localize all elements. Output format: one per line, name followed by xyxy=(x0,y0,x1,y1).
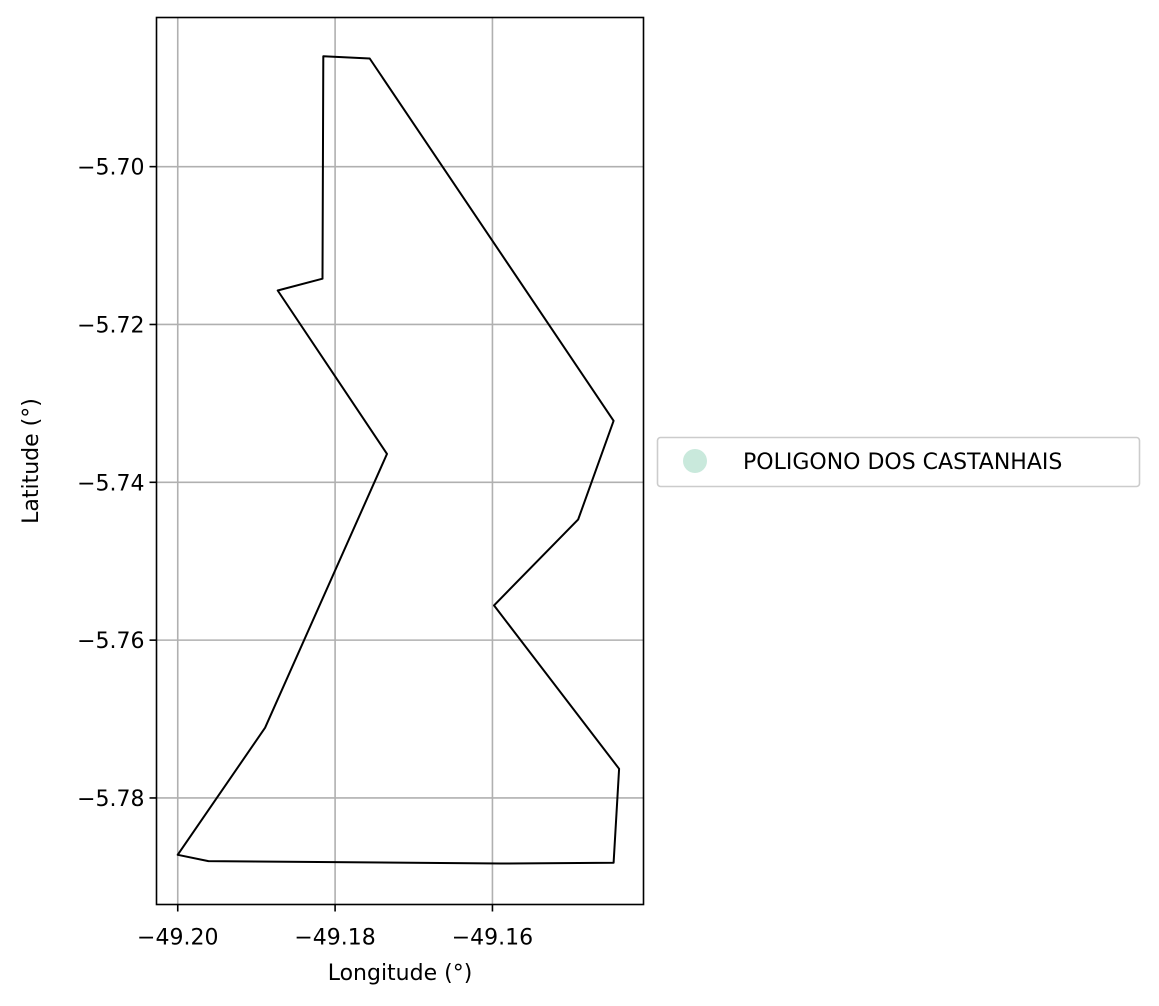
y-tick-label: −5.72 xyxy=(77,313,144,338)
y-tick-label: −5.78 xyxy=(77,787,144,812)
series-polygon xyxy=(176,55,621,865)
legend: POLIGONO DOS CASTANHAIS xyxy=(656,436,1141,488)
x-tick-label: −49.16 xyxy=(452,926,533,951)
polygon-layer xyxy=(176,55,621,865)
x-axis-label: Longitude (°) xyxy=(328,961,473,986)
x-tick-label: −49.18 xyxy=(294,926,375,951)
x-tick-label: −49.20 xyxy=(137,926,218,951)
grid-lines xyxy=(156,17,644,905)
x-axis-ticks: −49.20 −49.18 −49.16 xyxy=(137,904,533,951)
y-axis-ticks: −5.70 −5.72 −5.74 −5.76 −5.78 xyxy=(77,156,157,812)
legend-entry-label: POLIGONO DOS CASTANHAIS xyxy=(743,450,1062,475)
y-tick-label: −5.76 xyxy=(77,629,144,654)
y-tick-label: −5.74 xyxy=(77,471,144,496)
legend-frame xyxy=(656,436,1141,488)
legend-marker xyxy=(683,449,707,473)
y-axis-label: Latitude (°) xyxy=(19,398,44,524)
plot-area-frame xyxy=(155,16,645,906)
y-tick-label: −5.70 xyxy=(77,156,144,181)
